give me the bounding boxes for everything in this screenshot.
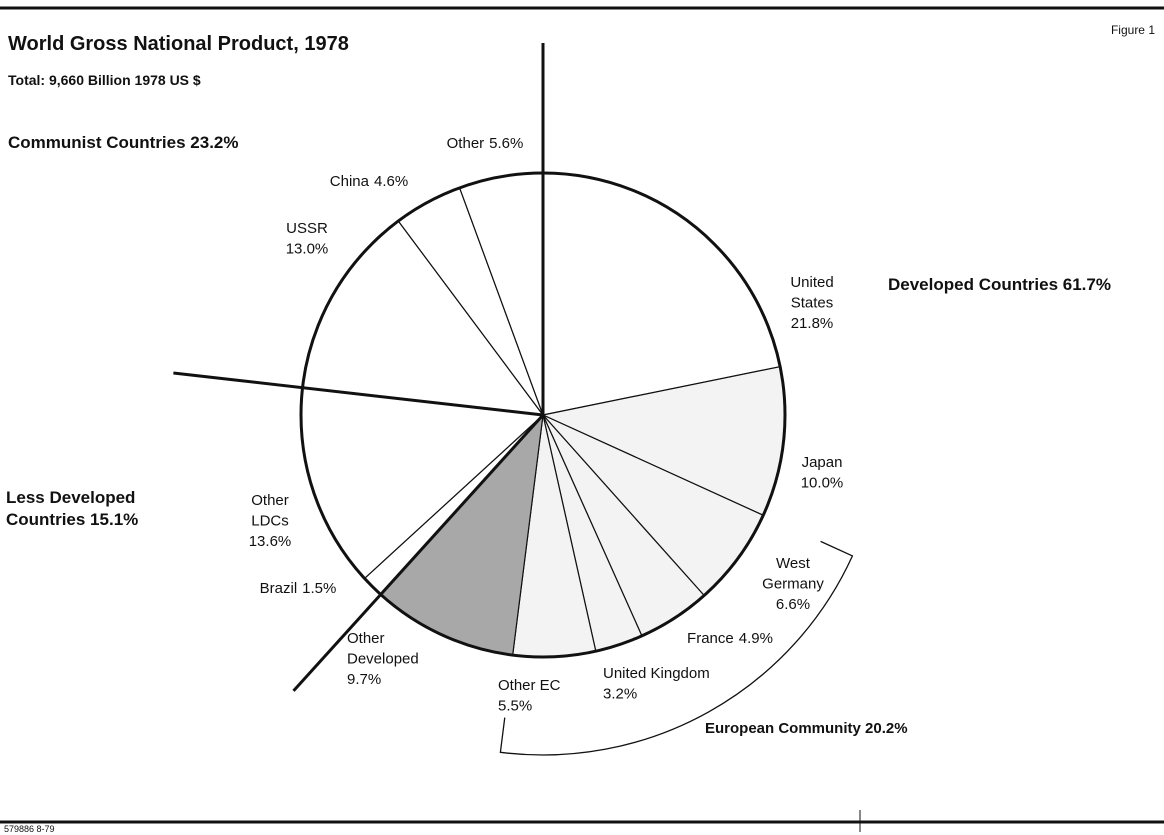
slice-label: China 4.6% (330, 173, 408, 190)
slice-label: USSR 13.0% (286, 220, 329, 258)
slice-label: Other LDCs 13.6% (249, 492, 292, 550)
slice-value: 6.6% (776, 596, 810, 613)
slice-name: Brazil (260, 580, 298, 597)
slice-name: China (330, 173, 370, 190)
chart-title: World Gross National Product, 1978 (8, 33, 349, 55)
chart-subtitle: Total: 9,660 Billion 1978 US $ (8, 72, 201, 88)
slice-label: United States 21.8% (790, 274, 833, 332)
slice-value: 1.5% (302, 580, 336, 597)
slice-value: 4.9% (739, 630, 773, 647)
group-label: Developed Countries 61.7% (888, 275, 1111, 294)
slice-label: West Germany 6.6% (762, 555, 824, 613)
slice-value: 21.8% (791, 315, 834, 332)
slice-label: United Kingdom 3.2% (603, 665, 710, 703)
slice-value: 5.5% (498, 698, 532, 715)
slice-label: Other 5.6% (447, 135, 524, 152)
group-label: Less Developed Countries 15.1% (6, 488, 138, 529)
group-label: Communist Countries 23.2% (8, 133, 239, 152)
slice-label: Other EC 5.5% (498, 677, 561, 715)
slice-label: France 4.9% (687, 630, 773, 647)
slice-value: 13.0% (286, 241, 329, 258)
slice-name: Japan (802, 454, 843, 471)
slice-name: Other EC (498, 677, 561, 694)
slice-name: West Germany (762, 555, 824, 593)
slice-value: 5.6% (489, 135, 523, 152)
slice-value: 13.6% (249, 533, 292, 550)
footer: 579886 8-79 (4, 824, 55, 834)
group-separator (173, 371, 544, 417)
slice-value: 10.0% (801, 475, 844, 492)
slice-name: Other LDCs (251, 492, 289, 530)
figure-label: Figure 1 (1111, 23, 1155, 37)
slice-label: Other Developed 9.7% (347, 630, 419, 688)
group-separator (292, 413, 545, 692)
slice-name: United States (790, 274, 833, 312)
slice-label: Japan 10.0% (801, 454, 844, 492)
slice-name: Other (447, 135, 485, 152)
slice-name: France (687, 630, 734, 647)
slice-value: 4.6% (374, 173, 408, 190)
group-label: European Community 20.2% (705, 720, 908, 737)
slice-value: 3.2% (603, 686, 637, 703)
slice-name: USSR (286, 220, 328, 237)
slice-label: Brazil 1.5% (260, 580, 337, 597)
slice-value: 9.7% (347, 671, 381, 688)
ec-bracket (499, 540, 854, 756)
slice-name: Other Developed (347, 630, 419, 668)
slice-name: United Kingdom (603, 665, 710, 682)
